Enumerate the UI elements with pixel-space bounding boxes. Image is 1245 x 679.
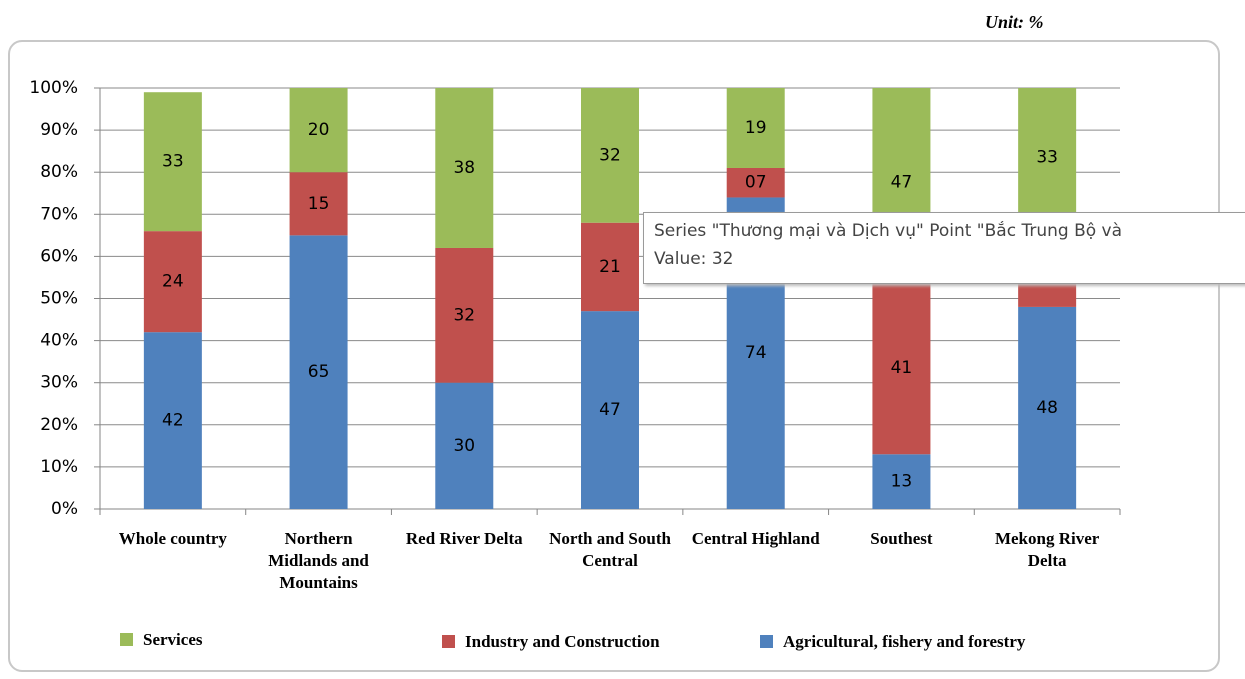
bar-segment [581,88,639,223]
legend-label: Agricultural, fishery and forestry [783,632,1026,651]
data-label: 13 [891,472,913,492]
legend-entry: Industry and Construction [442,632,660,652]
y-tick-label: 20% [40,415,78,435]
labels: 42 24 33 65 15 20 30 32 38 47 21 32 74 07 19 13 41 47 48 33 [162,118,1058,492]
bar-segment [289,172,348,236]
data-label: 33 [162,152,184,172]
data-label: 20 [308,120,330,140]
legend-swatch [760,635,773,648]
legend-entry: Services [120,630,202,650]
y-tick-label: 30% [40,373,78,393]
y-tick-label: 90% [40,120,78,140]
data-label: 07 [745,173,767,193]
y-tick-label: 50% [40,289,78,309]
y-tick-label: 60% [40,246,78,266]
bar-segment [435,247,494,383]
y-tick-label: 40% [40,331,78,351]
bar-segment [143,92,202,232]
x-tick-label: Northern Midlands and Mountains [268,529,369,592]
legend-entry: Agricultural, fishery and forestry [760,632,1025,652]
y-tick-label: 0% [51,499,78,519]
data-label: 30 [453,436,475,456]
y-tick-label: 10% [40,457,78,477]
data-label: 32 [599,145,621,165]
bar-segment [289,88,348,173]
bar-segment [435,88,494,248]
unit-note: Unit: % [985,12,1044,32]
x-tick-label: Whole country [118,529,227,548]
data-label: 48 [1036,398,1058,418]
bar-segment [435,382,494,509]
x-tick-label: Central Highland [691,529,820,548]
bar-segment [289,235,348,509]
data-label: 19 [745,118,767,138]
bar-segment [872,281,931,455]
data-label: 74 [745,343,767,363]
data-label: 47 [891,173,913,193]
data-label: 65 [308,362,330,382]
data-label: 41 [891,358,913,378]
y-tick-label: 70% [40,204,78,224]
data-label: 38 [453,158,475,178]
data-label: 42 [162,411,184,431]
tooltip-line: Series "Thương mại và Dịch vụ" Point "Bắ… [654,221,1123,241]
data-label: 32 [453,305,475,325]
data-label: 47 [599,400,621,420]
y-tick-label: 80% [40,162,78,182]
data-label: 24 [162,272,184,292]
bar-segment [726,167,785,198]
bar-segment [1018,88,1077,227]
x-tick-label: Red River Delta [405,529,523,548]
legend-swatch [120,633,133,646]
bar-segment [581,222,639,312]
bar-segment [726,88,785,168]
data-label: 21 [599,257,621,277]
y-tick-label: 100% [29,78,78,98]
legend-label: Services [143,630,203,649]
x-tick-label: Mekong River Delta [994,529,1100,570]
x-tick-label: North and South Central [549,529,671,570]
tooltip-line: Value: 32 [654,249,734,269]
data-label: 15 [308,194,330,214]
bar-segment [1018,306,1077,509]
x-tick-label: Southest [870,529,933,548]
bar-segment [143,231,202,333]
chart-frame [8,40,1220,672]
tooltip: Series "Thương mại và Dịch vụ" Point "Bắ… [643,212,1245,284]
legend-swatch [442,635,455,648]
bar-segment [581,311,639,509]
bar-segment [143,332,202,509]
bar-segment [872,454,931,509]
data-label: 33 [1036,147,1058,167]
legend-label: Industry and Construction [465,632,660,651]
